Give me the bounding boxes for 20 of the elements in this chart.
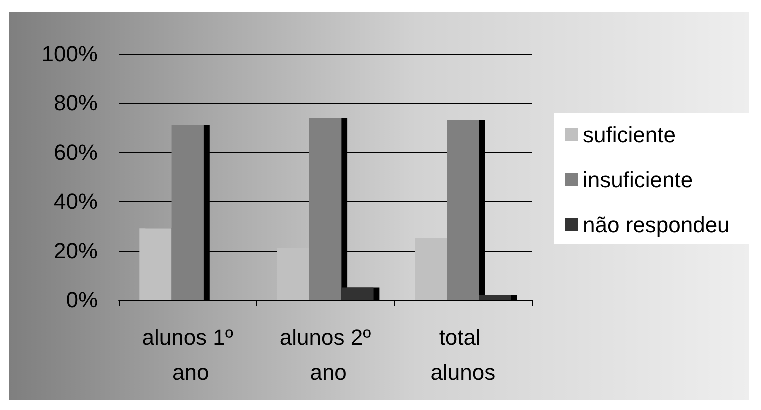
y-tick-label: 20% (54, 238, 98, 264)
y-tick-label: 60% (54, 140, 98, 165)
legend-label: suficiente (583, 122, 676, 148)
legend-label: insuficiente (583, 168, 694, 192)
bar (140, 228, 172, 300)
bar (172, 125, 204, 300)
x-tick-label: alunos 1º ano (142, 325, 234, 385)
x-tick-label: total alunos (430, 325, 496, 385)
bar (309, 118, 342, 300)
y-tick-label: 0% (66, 288, 98, 312)
legend-label: não respondeu (583, 212, 730, 238)
bar (479, 295, 512, 300)
y-tick-label: 100% (42, 42, 98, 66)
x-tick-label: alunos 2º ano (280, 325, 372, 385)
y-tick-label: 40% (54, 189, 98, 214)
y-tick-label: 80% (54, 90, 98, 116)
bar (414, 238, 448, 300)
bar (342, 288, 374, 300)
bar (277, 248, 310, 300)
bar (447, 120, 480, 300)
